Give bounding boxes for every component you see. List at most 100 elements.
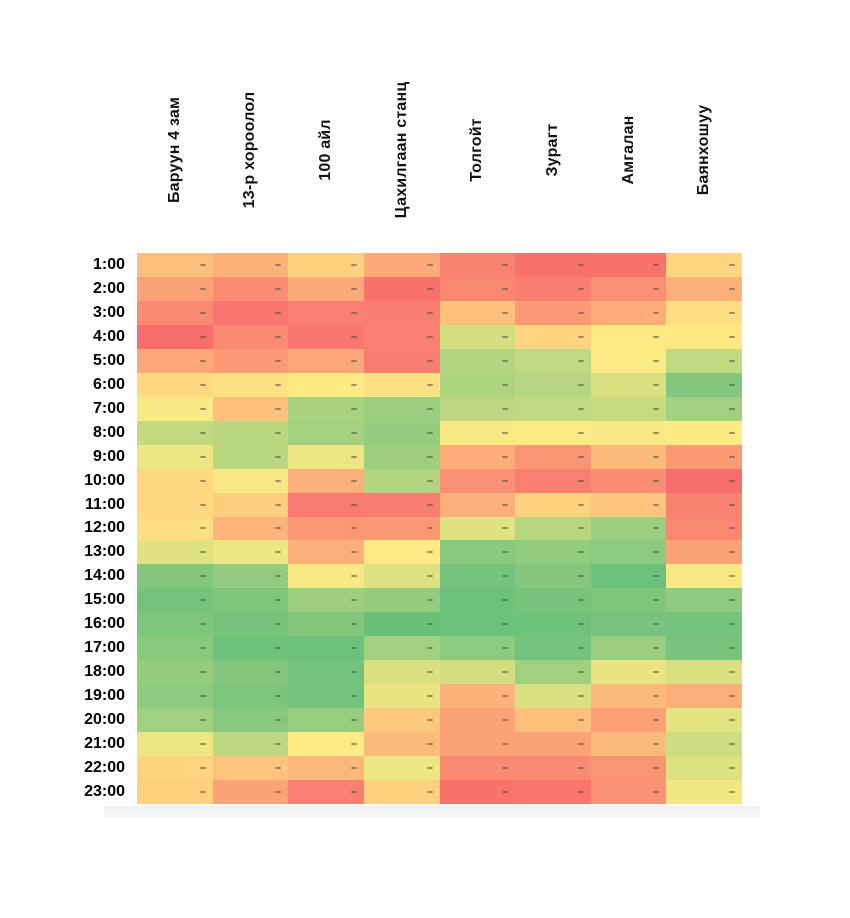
heatmap-cell: [363, 708, 440, 733]
cell-value-mark: [350, 287, 357, 290]
heatmap-cell: [137, 372, 213, 397]
heatmap-cell: [137, 684, 213, 709]
cell-value-mark: [350, 551, 357, 554]
heatmap-cell: [666, 636, 742, 661]
row-label: 15:00: [84, 591, 125, 609]
heatmap-cell: [515, 564, 591, 589]
cell-value-mark: [577, 287, 584, 290]
cell-value-mark: [275, 791, 282, 794]
cell-value-mark: [426, 431, 433, 434]
cell-value-mark: [502, 695, 509, 698]
heatmap-cell: [363, 660, 440, 685]
heatmap-cell: [288, 348, 364, 373]
heatmap-cell: [212, 276, 289, 301]
cell-value-mark: [653, 335, 660, 338]
cell-value-mark: [199, 407, 206, 410]
cell-value-mark: [502, 551, 509, 554]
cell-value-mark: [426, 671, 433, 674]
cell-value-mark: [729, 383, 735, 386]
heatmap-cell: [137, 492, 213, 517]
heatmap-cell: [590, 372, 667, 397]
cell-value-mark: [426, 263, 433, 266]
heatmap-cell: [439, 708, 516, 733]
heatmap-cell: [515, 708, 591, 733]
cell-value-mark: [653, 527, 660, 530]
cell-value-mark: [577, 527, 584, 530]
cell-value-mark: [426, 287, 433, 290]
row-label: 16:00: [84, 615, 125, 633]
heatmap-cell: [288, 516, 364, 541]
cell-value-mark: [729, 575, 735, 578]
cell-value-mark: [426, 791, 433, 794]
heatmap-cell: [288, 324, 364, 349]
cell-value-mark: [350, 647, 357, 650]
cell-value-mark: [729, 767, 735, 770]
cell-value-mark: [426, 455, 433, 458]
heatmap-cell: [363, 732, 440, 757]
heatmap-cell: [515, 372, 591, 397]
cell-value-mark: [275, 647, 282, 650]
cell-value-mark: [350, 311, 357, 314]
heatmap-cell: [137, 253, 213, 277]
cell-value-mark: [199, 431, 206, 434]
cell-value-mark: [577, 719, 584, 722]
cell-value-mark: [275, 527, 282, 530]
heatmap-cell: [363, 756, 440, 781]
cell-value-mark: [502, 263, 509, 266]
cell-value-mark: [577, 431, 584, 434]
cell-value-mark: [729, 719, 735, 722]
cell-value-mark: [653, 263, 660, 266]
row-label: 4:00: [92, 327, 125, 345]
heatmap-cell: [363, 253, 440, 277]
cell-value-mark: [653, 767, 660, 770]
cell-value-mark: [653, 479, 660, 482]
heatmap-cell: [363, 444, 440, 469]
cell-value-mark: [199, 527, 206, 530]
heatmap-cell: [666, 253, 742, 277]
column-headers: Баруун 4 зам 13-р хороолол 100 айл Цахилгаа…: [0, 0, 850, 250]
cell-value-mark: [350, 695, 357, 698]
heatmap-cell: [212, 348, 289, 373]
cell-value-mark: [275, 287, 282, 290]
heatmap-cell: [666, 564, 742, 589]
cell-value-mark: [275, 479, 282, 482]
cell-value-mark: [577, 743, 584, 746]
heatmap-cell: [439, 324, 516, 349]
cell-value-mark: [502, 743, 509, 746]
heatmap-cell: [137, 612, 213, 637]
row-label: 22:00: [84, 759, 125, 777]
heatmap-cell: [439, 540, 516, 565]
cell-value-mark: [577, 455, 584, 458]
cell-value-mark: [577, 671, 584, 674]
heatmap-cell: [590, 564, 667, 589]
heatmap-cell: [212, 444, 289, 469]
cell-value-mark: [275, 407, 282, 410]
cell-value-mark: [426, 359, 433, 362]
heatmap-cell: [212, 756, 289, 781]
heatmap-cell: [666, 444, 742, 469]
cell-value-mark: [426, 479, 433, 482]
heatmap-cell: [515, 492, 591, 517]
cell-value-mark: [426, 743, 433, 746]
bottom-shadow-bar: [104, 806, 760, 818]
cell-value-mark: [653, 359, 660, 362]
heatmap-cell: [515, 396, 591, 421]
heatmap-cell: [363, 780, 440, 804]
heatmap-cell: [363, 636, 440, 661]
heatmap-cell: [363, 540, 440, 565]
cell-value-mark: [275, 695, 282, 698]
heatmap-cell: [363, 396, 440, 421]
heatmap-cell: [363, 420, 440, 445]
column-header: Амгалан: [619, 115, 637, 185]
row-label: 13:00: [84, 543, 125, 561]
cell-value-mark: [275, 575, 282, 578]
cell-value-mark: [199, 479, 206, 482]
cell-value-mark: [426, 383, 433, 386]
heatmap-cell: [515, 420, 591, 445]
heatmap-cell: [137, 348, 213, 373]
heatmap-cell: [439, 300, 516, 325]
cell-value-mark: [199, 263, 206, 266]
heatmap-cell: [515, 756, 591, 781]
heatmap-cell: [137, 660, 213, 685]
heatmap-cell: [212, 468, 289, 493]
